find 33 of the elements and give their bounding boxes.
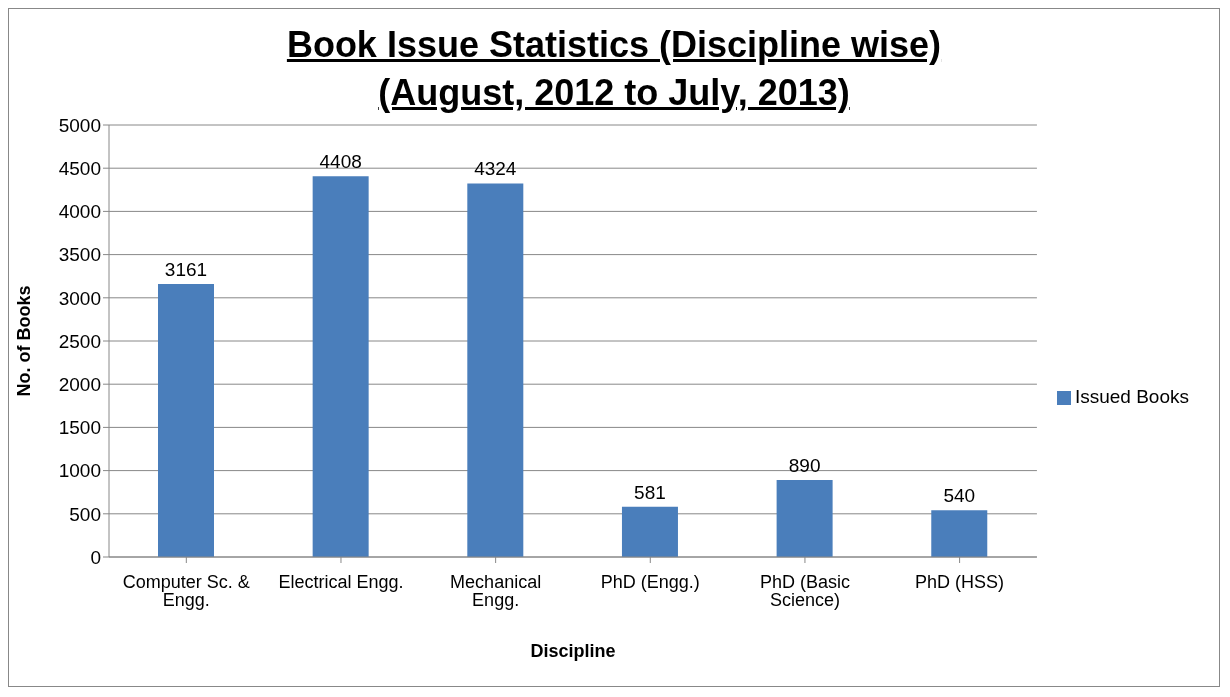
y-tick-label: 2500 (58, 330, 101, 352)
legend-label: Issued Books (1074, 386, 1189, 407)
data-label: 3161 (164, 258, 208, 280)
bar (158, 283, 214, 557)
data-label: 4324 (474, 158, 517, 180)
y-tick-label: 1500 (58, 417, 101, 439)
data-label: 581 (634, 481, 666, 503)
chart-title: Book Issue Statistics (Discipline wise) (August, 2012 to July, 2013) (285, 23, 943, 115)
data-label: 540 (943, 485, 976, 507)
y-tick-label: 0 (90, 546, 101, 568)
y-tick-label: 4000 (58, 201, 101, 223)
bar (312, 176, 369, 557)
x-tick-label: PhD (Basic Science) (759, 571, 850, 610)
x-tick-label: Mechanical Engg. (450, 571, 542, 610)
x-tick-label: Computer Sc. & Engg. (122, 571, 250, 610)
y-tick-label: 1000 (58, 460, 101, 482)
data-label: 890 (788, 455, 821, 477)
bar (931, 510, 988, 557)
bar (467, 183, 524, 557)
x-tick-label: PhD (Engg.) (600, 571, 700, 592)
y-tick-label: 5000 (58, 114, 101, 136)
x-tick-label: PhD (HSS) (915, 571, 1005, 592)
y-tick-label: 3000 (58, 287, 101, 309)
bar (621, 506, 678, 557)
y-tick-label: 4500 (58, 157, 101, 179)
y-tick-label: 2000 (58, 373, 101, 395)
y-tick-label: 3500 (58, 244, 101, 266)
bar (776, 480, 833, 557)
x-tick-label: Electrical Engg. (278, 571, 404, 592)
x-axis-title: Discipline (530, 641, 616, 661)
data-label: 4408 (319, 151, 362, 173)
y-axis-title: No. of Books (14, 285, 35, 397)
y-tick-label: 500 (69, 503, 101, 525)
